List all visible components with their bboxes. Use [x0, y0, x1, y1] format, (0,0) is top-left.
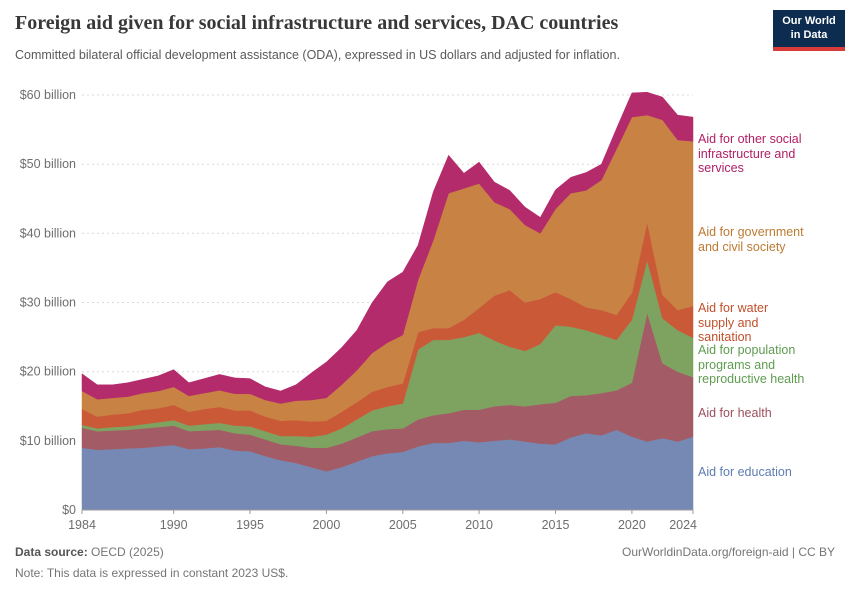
x-axis-label: 2005	[389, 518, 417, 532]
owid-logo: Our World in Data	[773, 10, 845, 51]
y-axis-label: $30 billion	[20, 296, 76, 310]
x-axis-label: 1995	[236, 518, 264, 532]
x-axis-label: 1990	[160, 518, 188, 532]
x-axis-label: 2024	[669, 518, 697, 532]
x-axis-label: 1984	[68, 518, 96, 532]
y-axis-label: $20 billion	[20, 365, 76, 379]
footer-note-row: Note: This data is expressed in constant…	[15, 566, 289, 580]
y-axis-label: $60 billion	[20, 88, 76, 102]
area-other	[81, 91, 694, 404]
owid-logo-line2: in Data	[790, 29, 828, 41]
y-axis-label: $0	[62, 503, 76, 517]
x-axis-label: 2000	[312, 518, 340, 532]
footer-source-row: Data source: OECD (2025) OurWorldinData.…	[15, 545, 835, 559]
y-axis-label: $50 billion	[20, 157, 76, 171]
x-axis-label: 2010	[465, 518, 493, 532]
x-axis-label: 2020	[618, 518, 646, 532]
footer-citation: OurWorldinData.org/foreign-aid | CC BY	[622, 545, 835, 559]
owid-logo-line1: Our World	[782, 15, 836, 27]
page-subtitle: Committed bilateral official development…	[15, 48, 620, 62]
page-title: Foreign aid given for social infrastruct…	[15, 12, 619, 34]
x-axis-label: 2015	[542, 518, 570, 532]
y-axis-label: $10 billion	[20, 434, 76, 448]
data-source: Data source: OECD (2025)	[15, 545, 164, 559]
y-axis-label: $40 billion	[20, 226, 76, 240]
